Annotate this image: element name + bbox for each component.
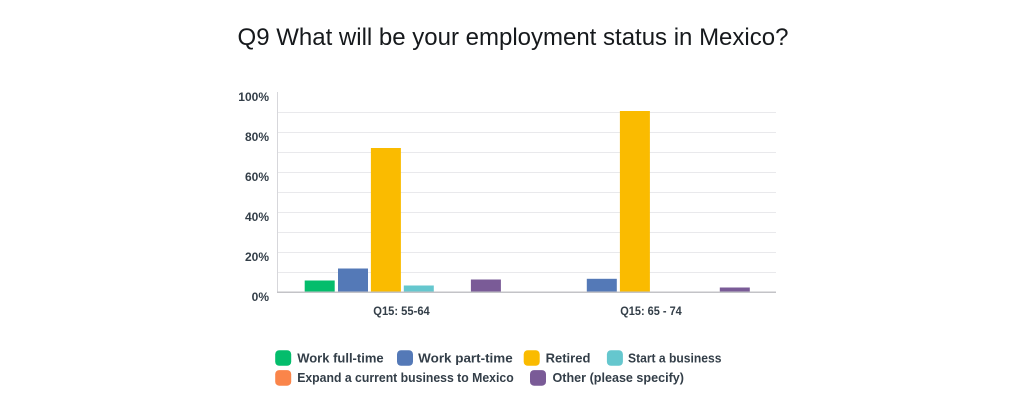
svg-text:Retired: Retired xyxy=(546,350,591,365)
svg-text:40%: 40% xyxy=(245,210,269,224)
svg-text:Q15: 65 - 74: Q15: 65 - 74 xyxy=(620,304,682,318)
svg-text:80%: 80% xyxy=(245,130,269,144)
svg-text:Work full-time: Work full-time xyxy=(297,350,383,365)
svg-text:100%: 100% xyxy=(238,90,269,104)
svg-text:Work part-time: Work part-time xyxy=(418,350,513,365)
svg-text:Q15: 55-64: Q15: 55-64 xyxy=(373,304,430,318)
svg-text:Q9 What will be your employmen: Q9 What will be your employment status i… xyxy=(238,24,789,51)
svg-text:0%: 0% xyxy=(252,290,270,304)
svg-text:20%: 20% xyxy=(245,250,269,264)
svg-text:Start a business: Start a business xyxy=(628,350,722,365)
svg-text:Expand a current business to M: Expand a current business to Mexico xyxy=(297,370,514,385)
svg-text:Other (please specify): Other (please specify) xyxy=(553,370,685,385)
svg-text:60%: 60% xyxy=(245,170,269,184)
